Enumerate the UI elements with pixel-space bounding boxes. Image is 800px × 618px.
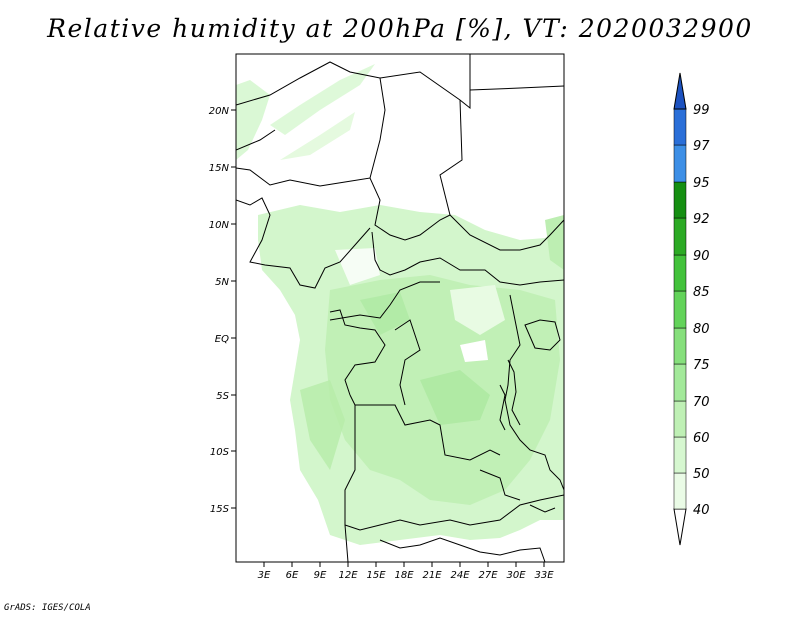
colorbar-label: 97: [693, 139, 710, 154]
lon-axis: 3E 6E 9E 12E 15E 18E 21E 24E 27E 30E 33E: [258, 562, 554, 581]
country-borders: [236, 54, 564, 562]
lon-label: 12E: [338, 570, 358, 581]
border-line: [379, 537, 546, 562]
colorbar-segment: [673, 472, 687, 510]
border-line: [369, 77, 386, 179]
border-line: [479, 469, 521, 501]
border-line: [349, 394, 501, 461]
colorbar-segment: [673, 254, 687, 292]
lon-label: 21E: [422, 570, 442, 581]
colorbar-segment: [673, 290, 687, 329]
lat-label: 10N: [209, 220, 230, 231]
border-line: [236, 197, 371, 289]
humidity-hole-1: [450, 285, 505, 335]
border-line: [529, 504, 556, 513]
border-line: [344, 405, 564, 531]
lon-label: 18E: [394, 570, 414, 581]
border-line: [371, 231, 564, 286]
map-frame: [235, 53, 565, 563]
colorbar-segment: [673, 400, 687, 438]
colorbar-segment: [673, 363, 687, 402]
colorbar-segment: [673, 144, 687, 183]
border-line: [507, 359, 521, 426]
colorbar-label: 50: [693, 467, 710, 482]
lon-label: 3E: [258, 570, 271, 581]
border-line: [329, 309, 386, 396]
border-line: [236, 167, 564, 251]
border-line: [236, 129, 276, 151]
lon-label: 9E: [314, 570, 327, 581]
colorbar-label: 60: [693, 431, 710, 446]
colorbar-label: 40: [693, 503, 710, 518]
border-line: [439, 99, 463, 216]
humidity-patch-1: [300, 380, 345, 470]
border-line: [329, 281, 440, 321]
colorbar-label: 70: [693, 395, 710, 410]
colorbar-high-arrow: [673, 72, 687, 110]
colorbar-label: 99: [693, 103, 710, 118]
lon-label: 15E: [366, 570, 386, 581]
lon-label: 33E: [534, 570, 554, 581]
colorbar-low-arrow: [673, 508, 687, 546]
colorbar: 40 50 60 70 75 80 85 90 92 95 97 99: [673, 72, 710, 546]
humidity-streak-north: [270, 64, 375, 135]
border-line: [236, 54, 471, 110]
colorbar-label: 85: [693, 285, 710, 300]
colorbar-segment: [673, 327, 687, 365]
lon-label: 30E: [506, 570, 526, 581]
humidity-field-main: [236, 80, 270, 160]
lon-label: 27E: [478, 570, 498, 581]
humidity-patch-east: [545, 215, 564, 270]
humidity-hole-3: [335, 248, 380, 285]
lat-axis: 20N 15N 10N 5N EQ 5S 10S 15S: [209, 106, 236, 515]
colorbar-label: 92: [693, 212, 710, 227]
border-line: [469, 85, 564, 91]
colorbar-label: 80: [693, 322, 710, 337]
colorbar-segment: [673, 436, 687, 474]
humidity-patch-3: [360, 292, 410, 335]
humidity-patch-2: [420, 370, 490, 425]
lon-label: 6E: [286, 570, 299, 581]
border-line: [394, 319, 421, 406]
lat-label: 5N: [215, 277, 229, 288]
lat-label: 15S: [210, 504, 230, 515]
lat-label: 10S: [210, 447, 230, 458]
colorbar-label: 75: [693, 358, 710, 373]
humidity-hole-2: [460, 340, 488, 362]
humidity-shading: [236, 64, 564, 545]
humidity-streak-north-2: [280, 112, 355, 160]
lat-label: 5S: [216, 391, 229, 402]
grads-credit: GrADS: IGES/COLA: [4, 603, 91, 613]
border-line: [499, 384, 506, 431]
colorbar-label: 90: [693, 249, 710, 264]
map-title: Relative humidity at 200hPa [%], VT: 202…: [47, 14, 753, 43]
colorbar-segment: [673, 181, 687, 219]
colorbar-segment: [673, 108, 687, 146]
border-line: [524, 319, 561, 351]
colorbar-segment: [673, 217, 687, 256]
colorbar-label: 95: [693, 176, 710, 191]
border-line: [344, 524, 349, 562]
border-line: [504, 294, 564, 491]
lat-label: EQ: [215, 334, 229, 345]
lat-label: 20N: [209, 106, 230, 117]
lon-label: 24E: [450, 570, 470, 581]
lat-label: 15N: [209, 163, 230, 174]
